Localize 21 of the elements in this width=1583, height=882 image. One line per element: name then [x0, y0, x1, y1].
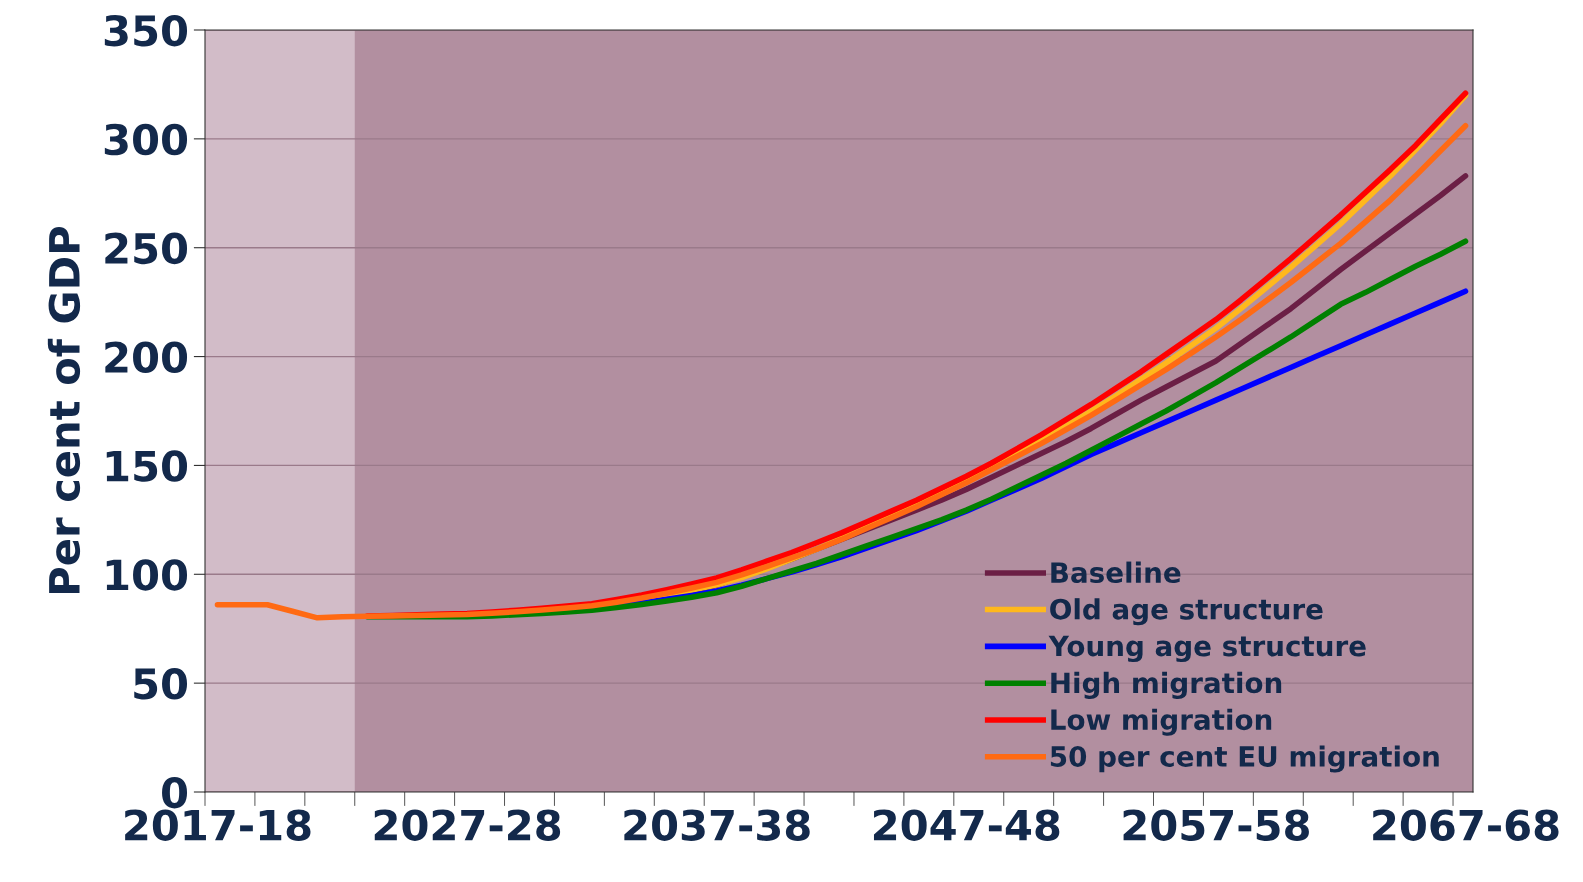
y-tick-label: 350: [104, 14, 188, 47]
x-tick-label: 2067-68: [1373, 809, 1559, 841]
legend-label: High migration: [1051, 671, 1282, 699]
y-tick-label: 200: [105, 341, 188, 373]
x-tick-label: 2037-38: [624, 809, 810, 841]
legend-label: Baseline: [1051, 561, 1181, 584]
legend-label: Old age structure: [1050, 598, 1323, 626]
legend-label: 50 per cent EU migration: [1050, 745, 1439, 773]
y-tick-label: 250: [105, 232, 188, 265]
y-tick-label: 100: [106, 559, 188, 591]
x-tick-label: 2057-58: [1123, 809, 1309, 841]
legend-label: Young age structure: [1048, 635, 1366, 663]
x-tick-label: 2027-28: [374, 809, 561, 841]
legend-label: Low migration: [1051, 708, 1272, 736]
y-tick-label: 50: [134, 668, 188, 700]
x-tick-label: 2017-18: [125, 809, 311, 841]
y-axis-title: Per cent of GDP: [47, 226, 81, 593]
y-tick-label: 0: [162, 776, 188, 809]
x-tick-label: 2047-48: [873, 809, 1060, 841]
y-tick-label: 300: [104, 123, 188, 156]
y-tick-label: 150: [106, 450, 188, 482]
